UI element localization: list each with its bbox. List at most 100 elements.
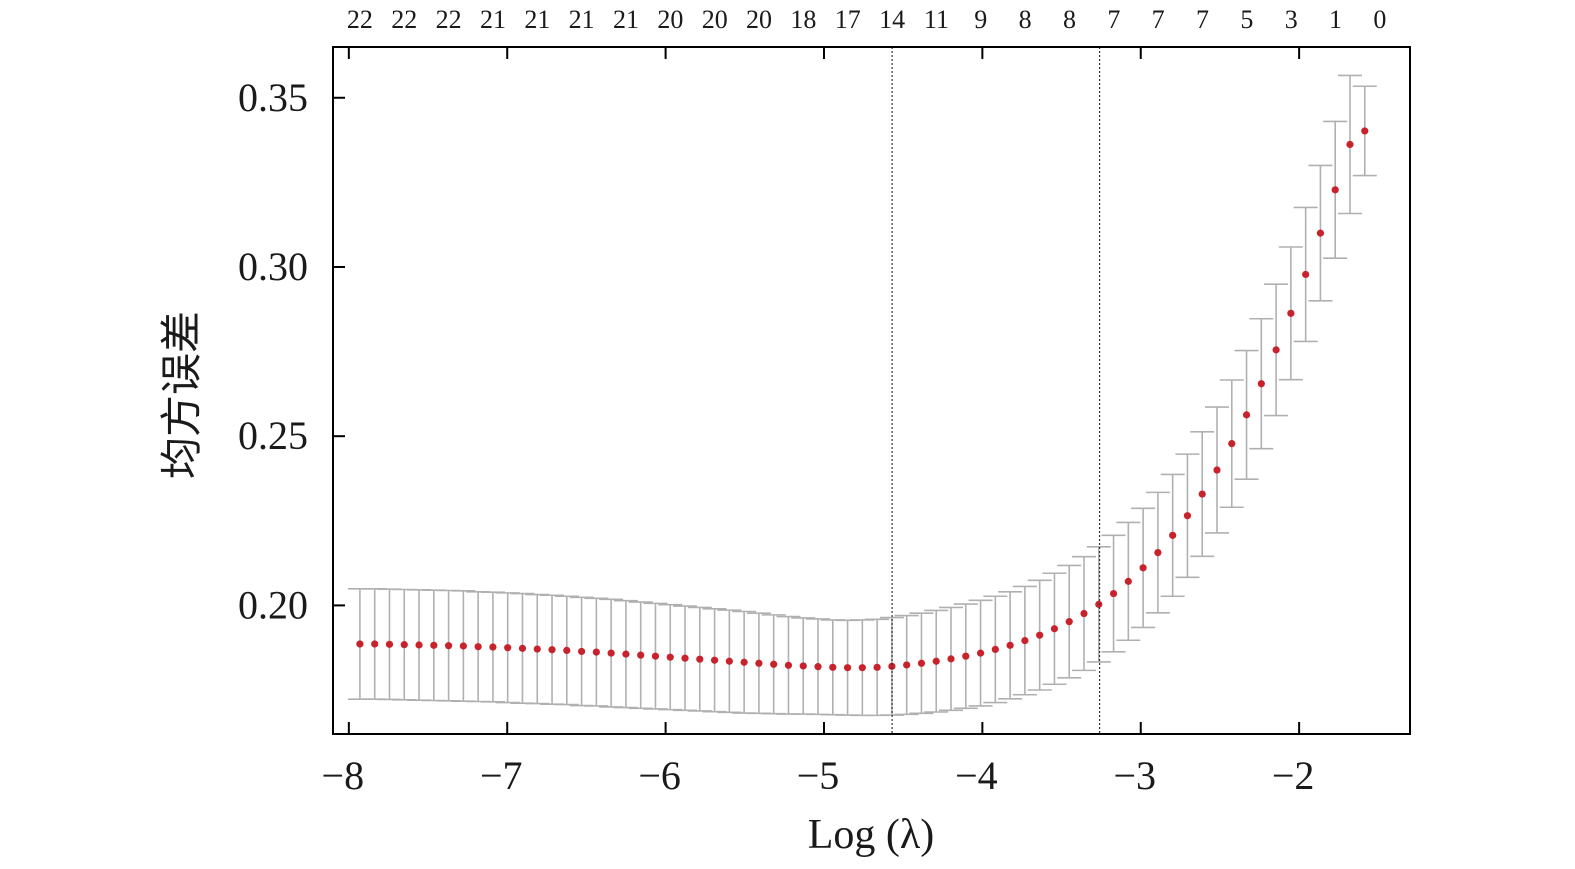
data-point xyxy=(504,644,512,652)
plot-frame xyxy=(332,46,1411,735)
top-axis-label: 21 xyxy=(480,5,506,34)
data-point xyxy=(1109,589,1118,598)
data-point xyxy=(592,648,600,656)
data-point xyxy=(903,661,911,669)
data-point xyxy=(1272,346,1280,354)
data-point xyxy=(385,640,394,648)
data-point xyxy=(991,645,999,653)
data-point xyxy=(696,655,704,663)
top-axis-label: 11 xyxy=(924,5,949,34)
data-point xyxy=(577,647,586,656)
top-axis-label: 21 xyxy=(524,5,550,34)
top-axis-label: 0 xyxy=(1373,5,1386,34)
x-tick-label: −6 xyxy=(638,753,681,798)
top-axis-label: 20 xyxy=(746,5,772,34)
x-tick-label: −8 xyxy=(322,753,365,798)
data-point xyxy=(666,653,674,661)
data-point xyxy=(1257,380,1265,388)
data-point xyxy=(1213,466,1221,474)
y-tick-label: 0.30 xyxy=(238,244,308,289)
data-point xyxy=(1006,641,1014,649)
data-points xyxy=(356,127,1369,672)
top-axis-label: 18 xyxy=(790,5,816,34)
data-point xyxy=(976,649,985,657)
data-point xyxy=(400,641,408,649)
data-point xyxy=(770,660,778,668)
top-axis-label: 20 xyxy=(657,5,683,34)
data-point xyxy=(858,664,866,672)
y-tick-label: 0.35 xyxy=(238,75,308,120)
data-point xyxy=(710,656,719,664)
x-tick-label: −7 xyxy=(480,753,523,798)
data-point xyxy=(533,645,541,653)
data-point xyxy=(1036,631,1044,639)
error-bars xyxy=(347,74,1377,717)
data-point xyxy=(947,655,955,663)
data-point xyxy=(784,661,793,669)
top-axis-label: 7 xyxy=(1107,5,1120,34)
data-point xyxy=(1346,140,1354,149)
top-axis-label: 22 xyxy=(436,5,462,34)
data-point xyxy=(725,657,733,665)
data-point xyxy=(371,640,379,648)
data-point xyxy=(1021,636,1029,645)
y-tick-label: 0.25 xyxy=(238,413,308,458)
top-axis-label: 1 xyxy=(1329,5,1342,34)
y-axis-ticks: 0.20 0.25 0.30 0.35 xyxy=(238,75,345,627)
top-axis-label: 17 xyxy=(835,5,861,34)
data-point xyxy=(917,659,926,667)
data-point xyxy=(444,642,453,650)
data-point xyxy=(681,654,689,662)
data-point xyxy=(1080,609,1088,618)
top-axis-label: 7 xyxy=(1152,5,1165,34)
data-point xyxy=(459,642,467,650)
data-point xyxy=(873,663,881,671)
top-axis-label: 9 xyxy=(974,5,987,34)
top-axis-label: 3 xyxy=(1285,5,1298,34)
data-point xyxy=(474,643,482,651)
reference-lines xyxy=(891,47,1101,734)
top-axis-label: 8 xyxy=(1019,5,1032,34)
data-point xyxy=(622,650,630,658)
data-point xyxy=(1316,229,1325,237)
top-axis-label: 7 xyxy=(1196,5,1209,34)
data-point xyxy=(1065,618,1073,626)
data-point xyxy=(548,646,556,654)
data-point xyxy=(1302,270,1310,279)
x-axis-label: Log (λ) xyxy=(808,812,935,858)
x-tick-label: −2 xyxy=(1272,753,1315,798)
data-point xyxy=(637,651,645,659)
top-axis-label: 20 xyxy=(702,5,728,34)
y-axis-label: 均方误差 xyxy=(160,311,206,479)
data-point xyxy=(740,658,748,666)
data-point xyxy=(1050,625,1059,633)
y-tick-label: 0.20 xyxy=(238,582,308,627)
data-point xyxy=(888,662,896,670)
data-point xyxy=(651,652,660,660)
data-point xyxy=(1095,600,1103,608)
data-point xyxy=(829,663,837,671)
data-point xyxy=(415,641,423,649)
data-point xyxy=(1361,127,1369,135)
data-point xyxy=(1154,549,1162,557)
data-point xyxy=(563,646,571,655)
top-axis-label: 5 xyxy=(1240,5,1253,34)
top-axis-label: 21 xyxy=(569,5,595,34)
data-point xyxy=(962,652,970,660)
data-point xyxy=(607,649,615,657)
data-point xyxy=(814,663,822,671)
data-point xyxy=(356,640,364,648)
top-axis-label: 22 xyxy=(347,5,373,34)
top-axis-label: 8 xyxy=(1063,5,1076,34)
data-point xyxy=(1228,440,1236,448)
data-point xyxy=(1287,309,1295,317)
top-axis-label: 22 xyxy=(391,5,417,34)
x-tick-label: −3 xyxy=(1113,753,1156,798)
data-point xyxy=(1331,186,1339,194)
data-point xyxy=(1124,577,1132,585)
top-axis-ticks: 22 22 22 21 21 21 21 20 20 20 18 17 14 11 9 8 8 7 7 7 5 3 1 0 xyxy=(347,5,1386,34)
data-point xyxy=(1169,531,1177,539)
data-point xyxy=(1198,490,1206,498)
x-tick-label: −5 xyxy=(797,753,840,798)
